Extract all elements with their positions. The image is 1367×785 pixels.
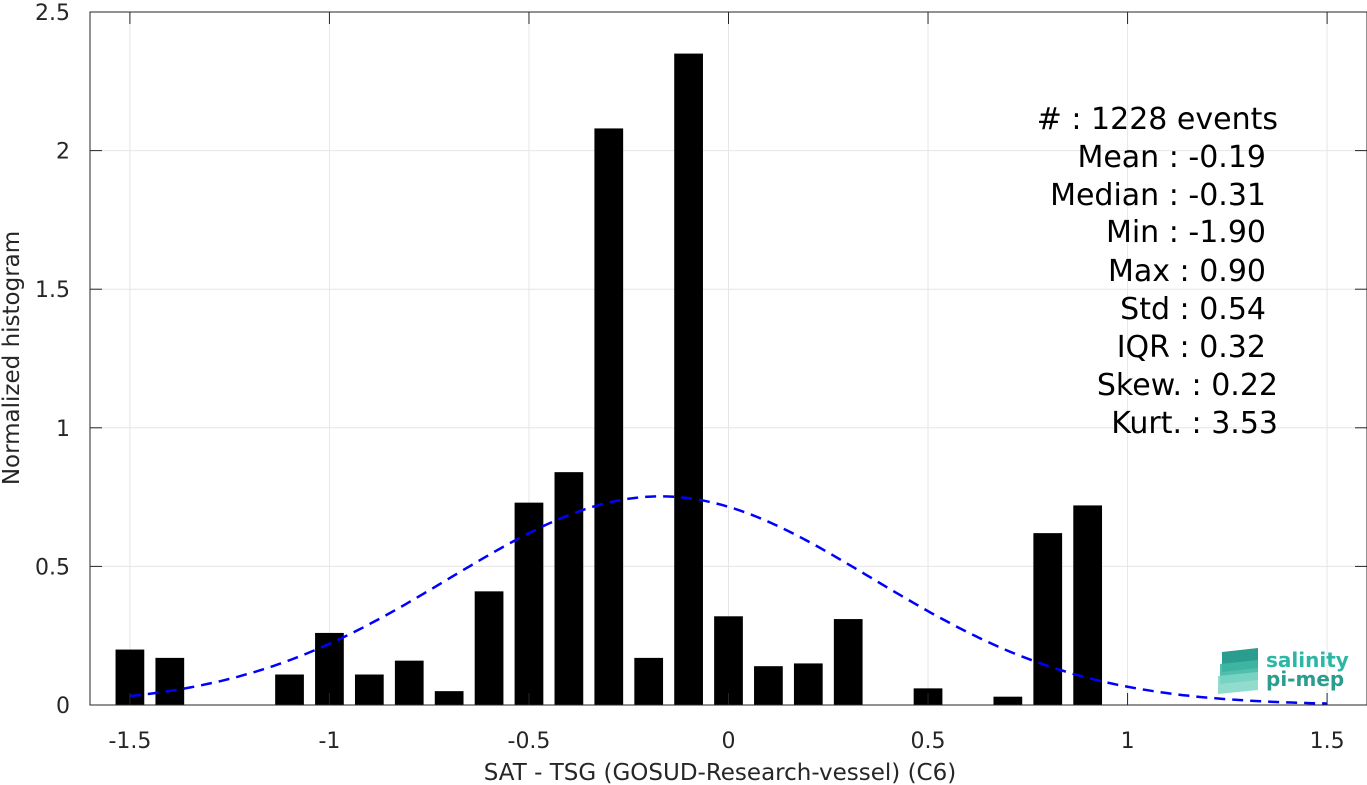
fit-curve (129, 495, 1328, 705)
x-tick-label: 1.5 (1310, 729, 1345, 754)
histogram-bar (993, 696, 1023, 705)
x-tick-label: -1.5 (108, 729, 151, 754)
stats-box: # : 1228 events Mean : -0.19 Median : -0… (1037, 102, 1278, 441)
y-tick-label: 1.5 (35, 278, 70, 303)
x-tick-label: 0.5 (911, 729, 946, 754)
logo-line1: salinity (1266, 648, 1349, 672)
histogram-bar (1073, 505, 1103, 705)
stat-skew: Skew. : 0.22 (1097, 368, 1278, 403)
histogram-bar (833, 619, 863, 705)
histogram-bar (354, 674, 384, 705)
stat-mean: Mean : -0.19 (1077, 140, 1266, 175)
stat-min: Min : -1.90 (1106, 215, 1266, 250)
histogram-bar (754, 666, 783, 705)
stat-count: # : 1228 events (1037, 102, 1278, 137)
stat-iqr: IQR : 0.32 (1117, 330, 1266, 365)
histogram-bar (155, 657, 185, 705)
histogram-bar (714, 616, 743, 705)
x-tick-label: 0 (722, 729, 736, 754)
x-axis-ticks: -1.5 -1 -0.5 0 0.5 1 1.5 (108, 12, 1345, 754)
x-axis-label: SAT - TSG (GOSUD-Research-vessel) (C6) (484, 760, 956, 785)
histogram-bar (634, 657, 664, 705)
histogram-bar (394, 660, 424, 705)
x-tick-label: 1 (1121, 729, 1135, 754)
histogram-bar (275, 674, 304, 705)
stat-median: Median : -0.31 (1050, 178, 1266, 213)
bars (115, 53, 1103, 705)
histogram-bar (554, 472, 584, 705)
x-tick-label: -1 (318, 729, 340, 754)
salinity-pi-mep-logo: salinity pi-mep (1218, 648, 1349, 694)
stat-max: Max : 0.90 (1108, 254, 1266, 289)
histogram-bar (793, 663, 823, 705)
gaussian-fit-line (129, 495, 1328, 705)
histogram-bar (674, 53, 703, 705)
histogram-bar (474, 591, 504, 705)
y-tick-label: 0 (56, 694, 70, 719)
histogram-bar (514, 502, 544, 705)
y-tick-label: 0.5 (35, 555, 70, 580)
logo-line2: pi-mep (1266, 667, 1344, 691)
stat-std: Std : 0.54 (1120, 292, 1266, 327)
y-tick-label: 2 (56, 140, 70, 165)
y-tick-label: 1 (56, 417, 70, 442)
y-axis-ticks: 0 0.5 1 1.5 2 2.5 (35, 1, 1367, 719)
wave-layers-icon (1218, 648, 1258, 694)
y-axis-label: Normalized histogram (0, 231, 25, 485)
x-tick-label: -0.5 (508, 729, 551, 754)
stat-kurt: Kurt. : 3.53 (1111, 406, 1278, 441)
histogram-bar (434, 691, 464, 705)
y-tick-label: 2.5 (35, 1, 70, 26)
histogram-bar (594, 128, 624, 705)
histogram-bar (1033, 533, 1063, 705)
